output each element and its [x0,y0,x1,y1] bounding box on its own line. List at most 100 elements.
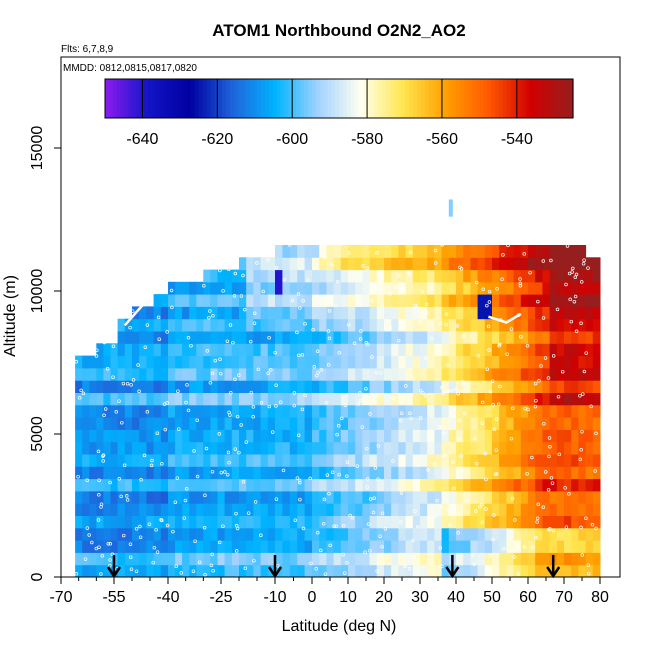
sample-point [175,476,180,480]
sample-point [432,462,437,466]
heat-cell [103,392,111,406]
colorbar-swatch [249,79,254,118]
heat-cell [297,392,306,406]
colorbar-swatch [214,79,219,118]
sample-point [571,266,575,271]
heat-cell [132,490,140,504]
sample-point [516,572,521,576]
heat-cell [384,552,392,566]
sample-point [128,542,133,546]
heat-cell [260,404,269,418]
sample-point [239,294,244,298]
heat-cell [578,355,587,369]
heat-cell [132,441,140,455]
heat-cell [470,281,479,295]
heat-cell [585,404,594,418]
heat-cell [513,503,522,516]
sample-point [372,397,376,401]
heat-cell [499,355,507,369]
sample-point [543,470,548,474]
heat-cell [542,490,551,504]
heat-cell [246,552,254,566]
heat-cell [196,343,204,357]
sample-point [101,459,105,463]
heat-cell [110,527,119,541]
heat-cell [319,269,327,283]
colorbar-swatch [553,79,558,118]
sample-point [359,329,363,333]
heat-cell [499,281,507,295]
heat-cell [376,380,385,393]
heat-cell [434,404,443,418]
heat-cell [420,429,428,443]
heat-cell [103,454,111,467]
heat-cell [110,392,119,406]
heat-cell [304,454,313,467]
heat-cell [362,503,371,516]
heat-cell [340,306,349,320]
heat-cell [203,392,211,406]
heat-cell [289,343,298,357]
heat-cell [448,540,457,553]
heat-cell [89,490,97,504]
sample-point [525,343,530,348]
heat-cell [289,331,298,344]
heat-cell [182,515,190,529]
sample-point [334,524,338,529]
heat-cell [82,490,90,504]
heat-cell [348,306,356,320]
heat-cell [398,503,407,516]
heat-cell [506,540,515,553]
heat-cell [333,564,342,577]
heat-cell [528,404,536,418]
heat-cell [153,552,162,566]
heat-cell [253,552,262,566]
heat-cell [304,527,313,541]
sample-point [295,476,300,480]
heat-cell [499,490,507,504]
heat-cell [260,269,269,283]
heat-cell [398,367,407,381]
heat-cell [441,367,450,381]
sample-point [363,550,367,554]
heat-cell [282,552,291,566]
heat-cell [75,527,83,541]
heat-cell [492,564,500,577]
heat-cell [556,367,565,381]
sample-point [348,513,352,518]
heat-cell [282,466,291,480]
heat-cell [333,503,342,516]
heat-cell [297,294,306,307]
sample-point [433,261,438,265]
heat-cell [96,490,104,504]
sample-point [74,572,79,576]
x-tick-label: 40 [447,589,465,606]
heat-cell [484,503,493,516]
heat-cell [319,527,327,541]
sample-point [375,251,379,255]
heatmap-cells [75,199,601,577]
heat-cell [304,552,313,566]
heat-cell [217,392,226,406]
trace-segment [488,312,522,324]
heat-cell [253,294,262,307]
heat-cell [132,552,140,566]
heat-cell [506,441,515,455]
heat-cell [420,490,428,504]
heat-cell [160,355,169,369]
heat-cell [297,380,306,393]
sample-point [184,486,189,491]
heat-cell [564,392,572,406]
heat-cell [153,355,162,369]
heat-cell [96,527,104,541]
heat-cell [520,441,529,455]
heat-cell [168,503,176,516]
heat-cell [333,552,342,566]
heat-cell [456,245,464,258]
sample-point [350,516,355,520]
sample-point [376,444,381,448]
heat-cell [391,294,399,307]
heat-cell [535,269,543,283]
heat-cell [224,343,233,357]
heat-cell [132,515,140,529]
